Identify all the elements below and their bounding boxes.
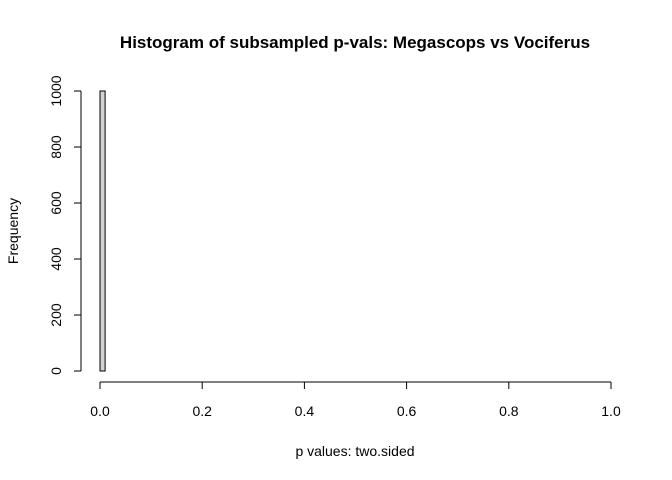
histogram-bars: [99, 90, 106, 372]
x-tick-label: 0.4: [295, 403, 315, 419]
y-tick-label: 0: [48, 367, 64, 375]
y-axis-label: Frequency: [5, 198, 21, 264]
x-axis: 0.0 0.2 0.4 0.6 0.8 1.0: [90, 381, 621, 419]
y-axis: 0 200 400 600 800 1000: [48, 75, 82, 375]
y-tick-label: 600: [48, 191, 64, 215]
x-tick-label: 0.2: [192, 403, 212, 419]
x-tick-label: 1.0: [601, 403, 621, 419]
x-tick-label: 0.0: [90, 403, 110, 419]
y-tick-label: 200: [48, 303, 64, 327]
x-axis-label: p values: two.sided: [295, 443, 414, 459]
chart-title: Histogram of subsampled p-vals: Megascop…: [120, 33, 590, 52]
histogram-bar: [99, 90, 106, 372]
x-tick-label: 0.6: [397, 403, 417, 419]
y-tick-label: 400: [48, 247, 64, 271]
x-tick-label: 0.8: [499, 403, 519, 419]
y-tick-label: 800: [48, 135, 64, 159]
y-tick-label: 1000: [48, 75, 64, 106]
